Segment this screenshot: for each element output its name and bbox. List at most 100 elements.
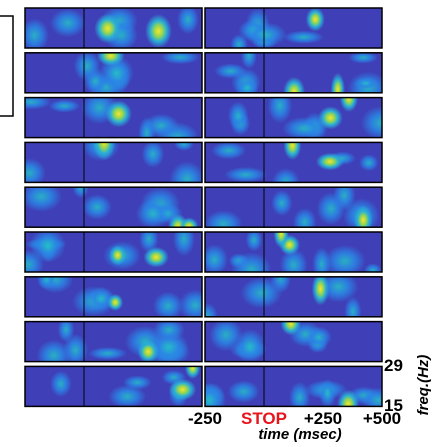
hot-blob: [145, 14, 172, 48]
hot-blob: [94, 13, 122, 44]
blob: [49, 8, 86, 38]
hot-blob: [339, 97, 358, 113]
panel-frame: [24, 276, 203, 318]
panel-frame: [24, 52, 203, 94]
hot-blob: [96, 52, 125, 67]
blob: [348, 52, 379, 64]
blob: [245, 232, 263, 252]
hot-blob: [315, 152, 344, 171]
spectrogram-panel: [25, 142, 202, 183]
panel-frame: [204, 231, 383, 273]
panel-frame: [24, 320, 203, 363]
blob: [174, 142, 194, 151]
blob: [353, 77, 378, 90]
hot-blob: [143, 246, 169, 268]
blob: [209, 321, 243, 352]
blob: [160, 52, 200, 65]
blob: [25, 18, 50, 48]
blob: [135, 199, 170, 228]
hot-blob: [311, 276, 330, 306]
blob: [360, 105, 382, 138]
blob: [37, 276, 56, 290]
blob: [230, 33, 248, 48]
panel-frame: [204, 52, 383, 94]
panel-frame: [204, 96, 383, 139]
hot-blob: [318, 106, 343, 130]
blob: [169, 161, 202, 183]
blob: [283, 30, 324, 44]
y-axis-label: freq.(Hz): [415, 355, 432, 416]
spectrogram-panel: [25, 366, 202, 407]
panel-frame: [204, 7, 383, 49]
hot-blob: [179, 217, 199, 228]
panel-frame: [24, 96, 203, 139]
blob: [318, 379, 337, 407]
blob: [50, 370, 72, 398]
hot-blob: [273, 232, 289, 249]
spectrogram-panel: [25, 321, 202, 362]
spectrogram-panel: [205, 8, 382, 48]
blob: [48, 99, 81, 113]
x-tick-label: -250: [188, 409, 222, 428]
blob: [36, 339, 72, 362]
blob: [73, 52, 101, 82]
blob: [240, 52, 257, 70]
y-tick-label: 15: [384, 396, 403, 415]
y-tick-label: 29: [384, 356, 403, 375]
blob: [108, 384, 147, 407]
panel-frame: [24, 141, 203, 184]
spectrogram-panel: [25, 8, 202, 48]
blob: [205, 383, 227, 407]
blob: [205, 210, 243, 228]
blob: [205, 244, 229, 272]
hot-blob: [283, 76, 306, 93]
spectrogram-panel: [205, 52, 382, 93]
spectrogram-panel: [205, 187, 382, 228]
spectrogram-panel: [25, 187, 202, 228]
blob: [361, 387, 382, 407]
panel-grid: [24, 7, 383, 408]
blob: [57, 321, 75, 343]
blob: [88, 346, 128, 360]
blob: [324, 244, 366, 272]
blob: [172, 232, 195, 257]
hot-blob: [184, 366, 201, 379]
blob: [156, 122, 199, 138]
hot-blob: [353, 205, 373, 228]
hot-blob: [137, 339, 159, 362]
blob: [364, 263, 382, 272]
panel-frame: [204, 276, 383, 318]
blob: [235, 77, 259, 93]
spectrogram-panel: [25, 232, 202, 272]
hot-blob: [330, 72, 345, 93]
blob: [289, 381, 311, 407]
hot-blob: [92, 142, 116, 161]
blob: [141, 142, 165, 168]
blob: [227, 101, 249, 130]
spectrogram-panel: [205, 97, 382, 138]
panel-frame: [204, 320, 383, 363]
spectrogram-panel: [25, 276, 202, 317]
blob: [271, 189, 293, 217]
hot-blob: [105, 100, 132, 128]
blob: [306, 326, 332, 348]
hot-blob: [337, 389, 360, 407]
blob: [205, 302, 218, 317]
hot-blob: [168, 378, 197, 401]
cropped-box: [0, 15, 14, 117]
blob: [292, 207, 317, 228]
spectrogram-panel: [205, 321, 382, 362]
blob: [359, 154, 379, 172]
blob: [152, 291, 184, 317]
blob: [267, 97, 293, 124]
panel-frame: [204, 186, 383, 228]
blob: [244, 22, 287, 47]
hot-blob: [283, 142, 302, 160]
x-tick-label: STOP: [241, 409, 287, 428]
blob: [25, 187, 63, 212]
blob: [270, 276, 292, 294]
spectrogram-panel: [205, 276, 382, 317]
blob: [282, 116, 325, 138]
blob: [316, 192, 346, 226]
panel-frame: [204, 141, 383, 184]
